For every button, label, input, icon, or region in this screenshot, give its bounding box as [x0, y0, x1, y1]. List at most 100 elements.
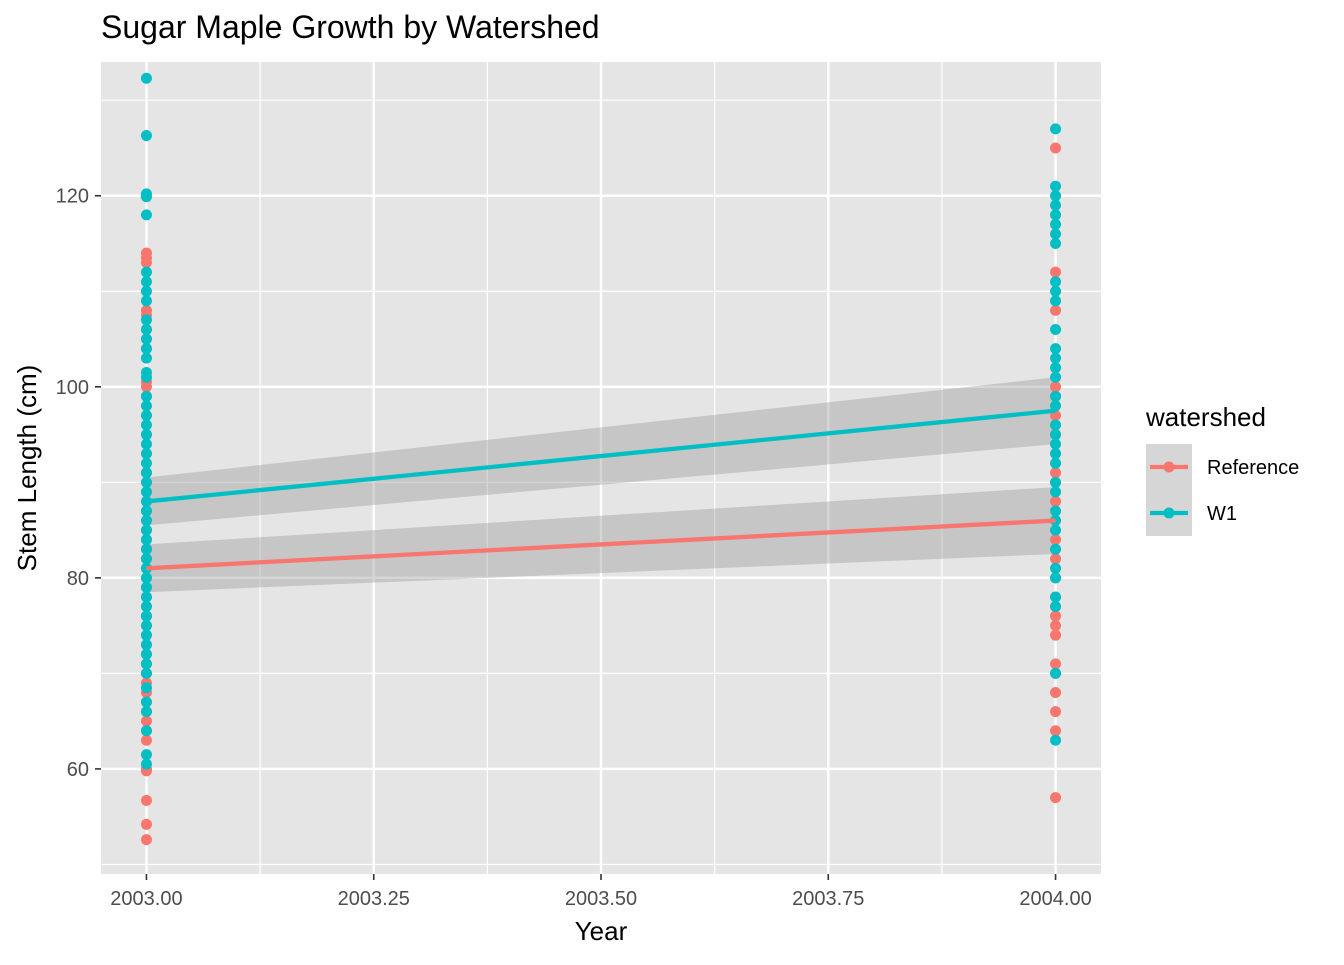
data-point-w1: [1050, 190, 1062, 202]
legend-items: Reference W1: [1146, 444, 1299, 536]
data-point-w1: [140, 620, 152, 632]
data-point-w1: [140, 581, 152, 593]
fit-line-reference: [146, 518, 1056, 571]
data-point-reference: [140, 794, 152, 806]
data-point-w1: [140, 343, 152, 355]
data-point-w1: [140, 706, 152, 718]
data-point-w1: [1050, 199, 1062, 211]
data-point-reference: [1050, 495, 1062, 507]
data-point-reference: [140, 818, 152, 830]
data-point-w1: [140, 601, 152, 613]
data-point-w1: [1050, 572, 1062, 584]
data-point-w1: [1050, 486, 1062, 498]
data-point-w1: [140, 438, 152, 450]
x-tick-label: 2003.50: [565, 888, 637, 910]
data-point-w1: [140, 429, 152, 441]
data-point-w1: [140, 72, 152, 84]
y-tick-label: 120: [56, 186, 89, 208]
data-point-reference: [1050, 534, 1062, 546]
data-point-reference: [1050, 553, 1062, 565]
data-point-w1: [140, 534, 152, 546]
data-point-w1: [140, 667, 152, 679]
data-point-w1: [1050, 562, 1062, 574]
data-point-w1: [140, 591, 152, 603]
confidence-ribbon-reference: [146, 487, 1056, 593]
data-point-w1: [140, 409, 152, 421]
data-point-w1: [140, 682, 152, 694]
data-point-w1: [1050, 352, 1062, 364]
data-point-reference: [140, 715, 152, 727]
data-point-w1: [1050, 505, 1062, 517]
data-point-reference: [1050, 304, 1062, 316]
data-point-reference: [1050, 620, 1062, 632]
data-point-w1: [140, 725, 152, 737]
data-point-w1: [140, 352, 152, 364]
data-point-reference: [1050, 610, 1062, 622]
data-point-w1: [140, 390, 152, 402]
data-point-w1: [140, 658, 152, 670]
data-point-w1: [140, 130, 152, 142]
data-point-w1: [1050, 362, 1062, 374]
data-point-w1: [140, 572, 152, 584]
data-point-w1: [1050, 390, 1062, 402]
legend-key-point: [1163, 461, 1175, 473]
fit-line-w1: [146, 408, 1056, 504]
legend-key-point: [1163, 507, 1175, 519]
data-point-w1: [1050, 343, 1062, 355]
x-tick-label: 2003.00: [110, 888, 182, 910]
data-point-w1: [140, 749, 152, 761]
data-point-w1: [140, 448, 152, 460]
y-tick-label: 80: [67, 568, 89, 590]
line-layer: [146, 408, 1056, 571]
data-point-w1: [1050, 228, 1062, 240]
data-point-w1: [1050, 323, 1062, 335]
data-point-w1: [140, 758, 152, 770]
data-point-reference: [1050, 792, 1062, 804]
data-point-w1: [1050, 591, 1062, 603]
data-point-w1: [140, 323, 152, 335]
legend-label-reference: Reference: [1207, 457, 1299, 479]
data-point-w1: [1050, 438, 1062, 450]
y-axis-title: Stem Length (cm): [12, 365, 42, 572]
data-point-reference: [1050, 629, 1062, 641]
data-point-w1: [140, 629, 152, 641]
confidence-ribbon-w1: [146, 377, 1056, 526]
data-point-w1: [140, 524, 152, 536]
data-point-w1: [1050, 429, 1062, 441]
data-point-w1: [140, 266, 152, 278]
data-point-w1: [140, 610, 152, 622]
data-point-w1: [1050, 667, 1062, 679]
data-point-reference: [1050, 725, 1062, 737]
data-point-reference: [1050, 658, 1062, 670]
data-point-w1: [1050, 285, 1062, 297]
data-point-w1: [140, 543, 152, 555]
data-point-w1: [1050, 457, 1062, 469]
data-point-w1: [140, 400, 152, 412]
data-point-w1: [140, 639, 152, 651]
data-point-w1: [1050, 400, 1062, 412]
data-point-w1: [140, 476, 152, 488]
data-point-w1: [1050, 543, 1062, 555]
data-point-w1: [140, 371, 152, 383]
data-point-w1: [1050, 419, 1062, 431]
data-point-w1: [1050, 276, 1062, 288]
data-point-w1: [140, 333, 152, 345]
data-point-w1: [140, 191, 152, 203]
y-tick-label: 60: [67, 759, 89, 781]
x-tick-label: 2003.25: [338, 888, 410, 910]
legend: watershed Reference W1: [1145, 402, 1299, 536]
data-point-w1: [140, 457, 152, 469]
data-point-w1: [140, 648, 152, 660]
chart-title: Sugar Maple Growth by Watershed: [101, 9, 600, 45]
data-point-w1: [1050, 209, 1062, 221]
data-point-w1: [140, 505, 152, 517]
axis-layer: 60 80 100 120 2003.00 2003.25 2003.50 2003.75 20…: [56, 186, 1092, 910]
data-point-w1: [1050, 218, 1062, 230]
point-layer: [140, 72, 1062, 846]
data-point-reference: [1050, 381, 1062, 393]
data-point-w1: [140, 486, 152, 498]
data-point-w1: [1050, 448, 1062, 460]
data-point-w1: [140, 295, 152, 307]
data-point-reference: [1050, 467, 1062, 479]
